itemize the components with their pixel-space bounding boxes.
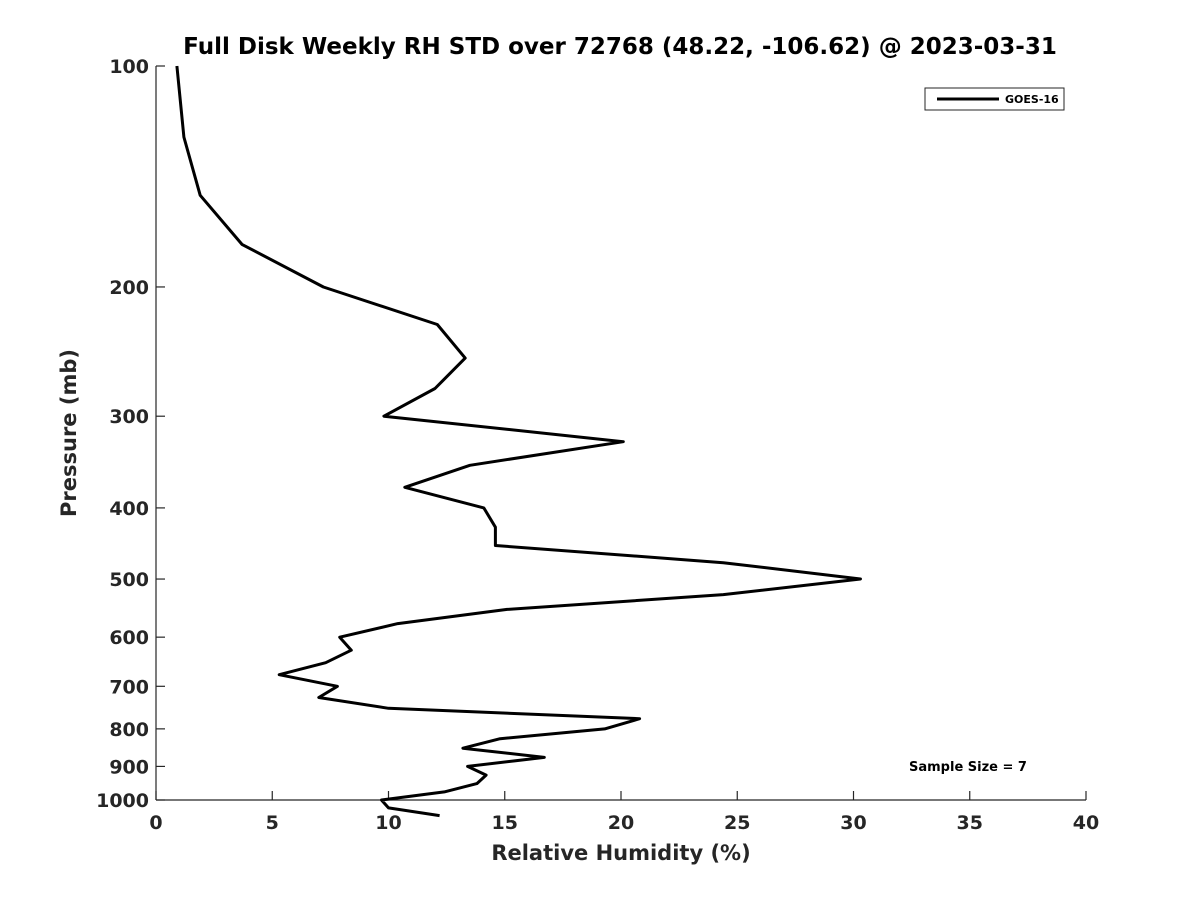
x-tick-label: 15 bbox=[492, 812, 518, 834]
x-axis-label: Relative Humidity (%) bbox=[491, 841, 750, 865]
y-tick-label: 700 bbox=[109, 676, 149, 698]
y-tick-label: 900 bbox=[109, 756, 149, 778]
x-tick-label: 20 bbox=[608, 812, 634, 834]
x-axis-ticks: 0 5 10 15 20 25 30 35 40 bbox=[149, 791, 1099, 834]
y-tick-label: 600 bbox=[109, 627, 149, 649]
chart-title: Full Disk Weekly RH STD over 72768 (48.2… bbox=[183, 34, 1057, 60]
y-tick-label: 200 bbox=[109, 277, 149, 299]
y-axis-label: Pressure (mb) bbox=[57, 349, 81, 517]
x-tick-label: 40 bbox=[1073, 812, 1099, 834]
x-tick-label: 35 bbox=[957, 812, 983, 834]
x-tick-label: 25 bbox=[724, 812, 750, 834]
sample-size-annotation: Sample Size = 7 bbox=[909, 760, 1027, 775]
series-line-goes-16 bbox=[175, 65, 862, 818]
x-tick-label: 10 bbox=[375, 812, 401, 834]
legend-label-goes-16: GOES-16 bbox=[1005, 93, 1059, 106]
legend: GOES-16 bbox=[924, 87, 1065, 111]
y-tick-label: 1000 bbox=[96, 790, 149, 812]
x-tick-label: 5 bbox=[266, 812, 279, 834]
y-tick-label: 100 bbox=[109, 56, 149, 78]
y-tick-label: 400 bbox=[109, 498, 149, 520]
series-group bbox=[175, 65, 862, 818]
y-axis-ticks: 100 200 300 400 500 600 700 800 900 1000 bbox=[96, 56, 165, 812]
x-tick-label: 0 bbox=[149, 812, 162, 834]
x-tick-label: 30 bbox=[840, 812, 866, 834]
y-tick-label: 500 bbox=[109, 569, 149, 591]
y-tick-label: 300 bbox=[109, 406, 149, 428]
y-tick-label: 800 bbox=[109, 719, 149, 741]
